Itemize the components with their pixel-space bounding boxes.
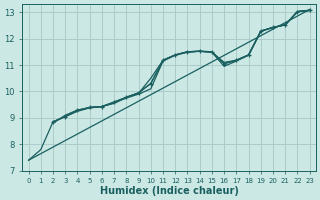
X-axis label: Humidex (Indice chaleur): Humidex (Indice chaleur)	[100, 186, 239, 196]
